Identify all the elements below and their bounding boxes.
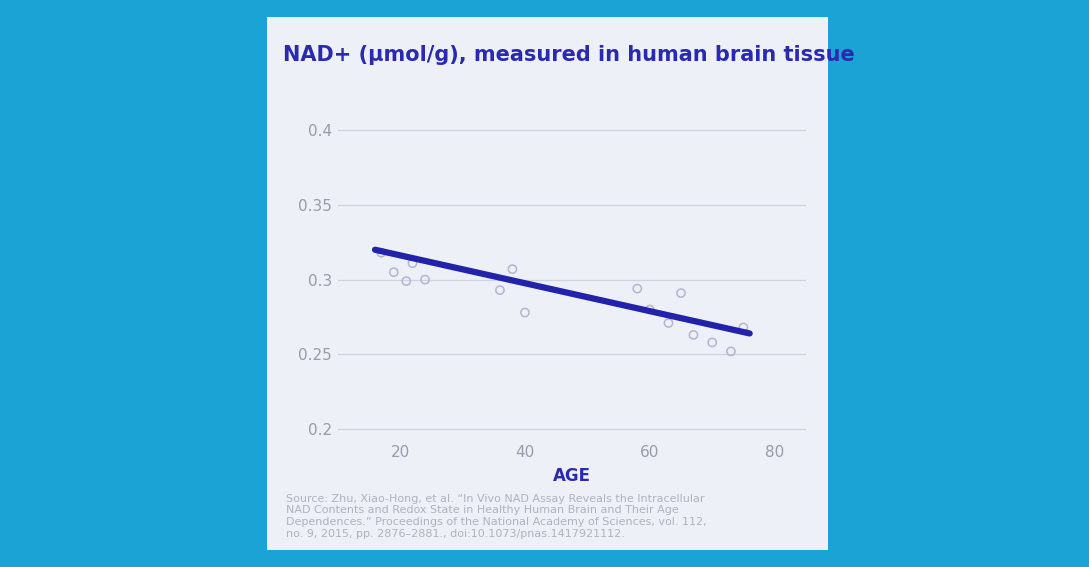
Point [685,331,702,340]
Point [703,338,721,347]
Point [628,284,646,293]
Point [672,289,689,298]
Point [397,277,415,286]
Point [491,286,509,295]
Point [722,347,739,356]
Point [504,265,522,274]
Point [386,268,403,277]
Point [372,248,390,257]
Point [641,305,659,314]
Point [735,323,752,332]
Point [404,259,421,268]
Point [660,319,677,328]
Point [516,308,534,317]
X-axis label: AGE: AGE [553,467,590,485]
Point [416,275,433,284]
Text: NAD+ (μmol/g), measured in human brain tissue: NAD+ (μmol/g), measured in human brain t… [283,45,855,65]
Text: Source: Zhu, Xiao-Hong, et al. “In Vivo NAD Assay Reveals the Intracellular
NAD : Source: Zhu, Xiao-Hong, et al. “In Vivo … [286,494,707,539]
